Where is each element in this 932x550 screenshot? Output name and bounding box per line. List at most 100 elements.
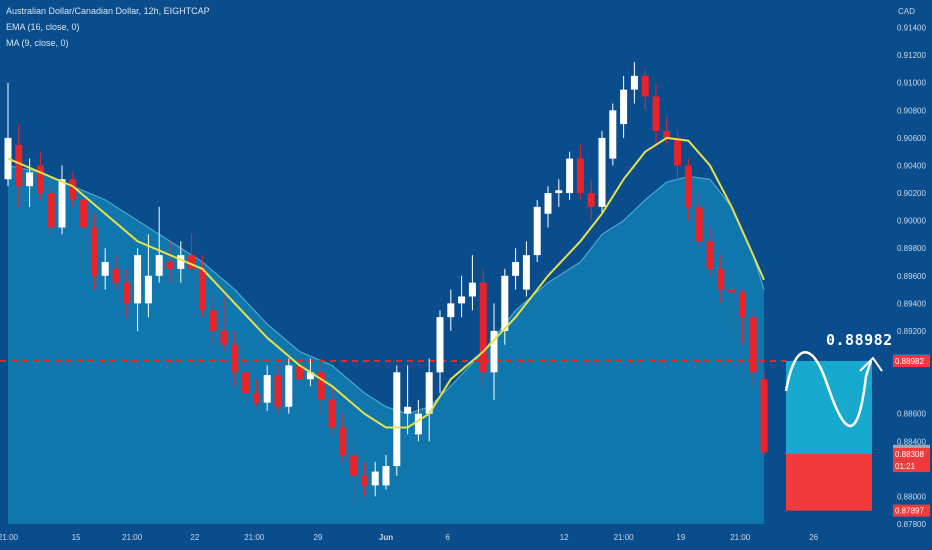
candle-down[interactable] [663, 131, 671, 138]
price-label: 0.87897 [895, 507, 924, 516]
y-tick-label: 0.90000 [897, 217, 926, 226]
candle-up[interactable] [609, 110, 617, 159]
candle-down[interactable] [296, 365, 304, 380]
candle-up[interactable] [26, 172, 34, 187]
candle-up[interactable] [425, 372, 433, 414]
candle-down[interactable] [252, 393, 260, 403]
price-label-box [893, 504, 930, 517]
candle-up[interactable] [490, 330, 498, 373]
candle-down[interactable] [90, 227, 98, 276]
candle-down[interactable] [760, 379, 768, 453]
y-tick-label: 0.89400 [897, 299, 926, 308]
candle-up[interactable] [58, 179, 66, 228]
x-tick-label: 6 [445, 533, 450, 542]
candle-up[interactable] [285, 365, 293, 407]
candle-down[interactable] [738, 292, 746, 318]
x-tick-label: 29 [314, 533, 323, 542]
candle-down[interactable] [317, 372, 325, 400]
x-tick-label: 22 [190, 533, 199, 542]
candle-up[interactable] [177, 255, 185, 269]
candle-down[interactable] [587, 193, 595, 207]
candle-up[interactable] [522, 255, 530, 290]
candle-down[interactable] [328, 399, 336, 428]
candle-up[interactable] [4, 137, 12, 180]
candle-up[interactable] [306, 372, 314, 380]
x-tick-label: 26 [809, 533, 818, 542]
candle-up[interactable] [630, 75, 638, 90]
candle-up[interactable] [263, 375, 271, 403]
candle-up[interactable] [447, 303, 455, 318]
candle-up[interactable] [620, 89, 628, 125]
candle-down[interactable] [350, 455, 358, 476]
candle-down[interactable] [15, 144, 23, 187]
stop-zone[interactable] [786, 453, 872, 511]
time-axis[interactable] [0, 524, 932, 550]
candle-down[interactable] [112, 268, 120, 283]
y-tick-label: 0.89600 [897, 272, 926, 281]
price-label: 0.88308 [895, 450, 924, 459]
candle-down[interactable] [36, 165, 44, 194]
candle-down[interactable] [220, 330, 228, 345]
x-tick-label: Jun [379, 533, 393, 542]
candle-down[interactable] [274, 375, 282, 407]
y-tick-label: 0.91200 [897, 51, 926, 60]
candle-up[interactable] [512, 262, 520, 276]
candle-down[interactable] [69, 179, 77, 200]
candle-down[interactable] [684, 165, 692, 207]
candle-up[interactable] [371, 471, 379, 486]
candle-up[interactable] [155, 255, 163, 276]
candle-up[interactable] [101, 262, 109, 276]
x-tick-label: 15 [72, 533, 81, 542]
candle-down[interactable] [674, 137, 682, 166]
candle-up[interactable] [555, 190, 563, 194]
candle-down[interactable] [749, 317, 757, 373]
candle-up[interactable] [134, 255, 142, 304]
ma-indicator-label[interactable]: MA (9, close, 0) [6, 38, 69, 48]
projection-arrow-icon [859, 356, 883, 372]
candle-down[interactable] [360, 475, 368, 486]
candle-down[interactable] [717, 268, 725, 290]
candle-down[interactable] [209, 310, 217, 331]
projection-curve [784, 351, 873, 428]
candle-down[interactable] [479, 282, 487, 373]
candle-down[interactable] [80, 199, 88, 228]
candle-down[interactable] [695, 206, 703, 242]
candle-down[interactable] [652, 96, 660, 131]
candle-down[interactable] [47, 193, 55, 228]
candle-up[interactable] [393, 372, 401, 467]
candle-down[interactable] [242, 372, 250, 393]
candle-down[interactable] [339, 427, 347, 456]
price-label-box [893, 355, 930, 368]
candle-down[interactable] [123, 282, 131, 304]
candle-down[interactable] [576, 158, 584, 194]
candle-down[interactable] [641, 75, 649, 97]
candle-down[interactable] [728, 289, 736, 293]
candle-up[interactable] [598, 137, 606, 207]
candle-up[interactable] [501, 275, 509, 331]
price-label: 0.88982 [895, 357, 924, 366]
y-tick-label: 0.88600 [897, 410, 926, 419]
ema-indicator-label[interactable]: EMA (16, close, 0) [6, 22, 80, 32]
candle-down[interactable] [166, 262, 174, 269]
candle-up[interactable] [144, 275, 152, 304]
candle-up[interactable] [414, 413, 422, 435]
x-tick-label: 21:00 [730, 533, 751, 542]
candle-up[interactable] [382, 466, 390, 486]
candle-up[interactable] [404, 406, 412, 414]
candle-up[interactable] [544, 193, 552, 214]
candle-down[interactable] [188, 255, 196, 269]
y-tick-label: 0.91400 [897, 24, 926, 33]
candle-up[interactable] [533, 206, 541, 256]
target-zone[interactable] [786, 361, 872, 454]
candle-down[interactable] [198, 268, 206, 311]
ema-line [7, 136, 765, 429]
price-label: 01:21 [895, 462, 916, 471]
currency-label: CAD [898, 7, 915, 16]
candle-down[interactable] [231, 344, 239, 373]
candle-up[interactable] [468, 282, 476, 297]
candle-up[interactable] [566, 158, 574, 194]
candle-up[interactable] [436, 317, 444, 373]
candle-down[interactable] [706, 241, 714, 269]
candle-up[interactable] [458, 296, 466, 304]
